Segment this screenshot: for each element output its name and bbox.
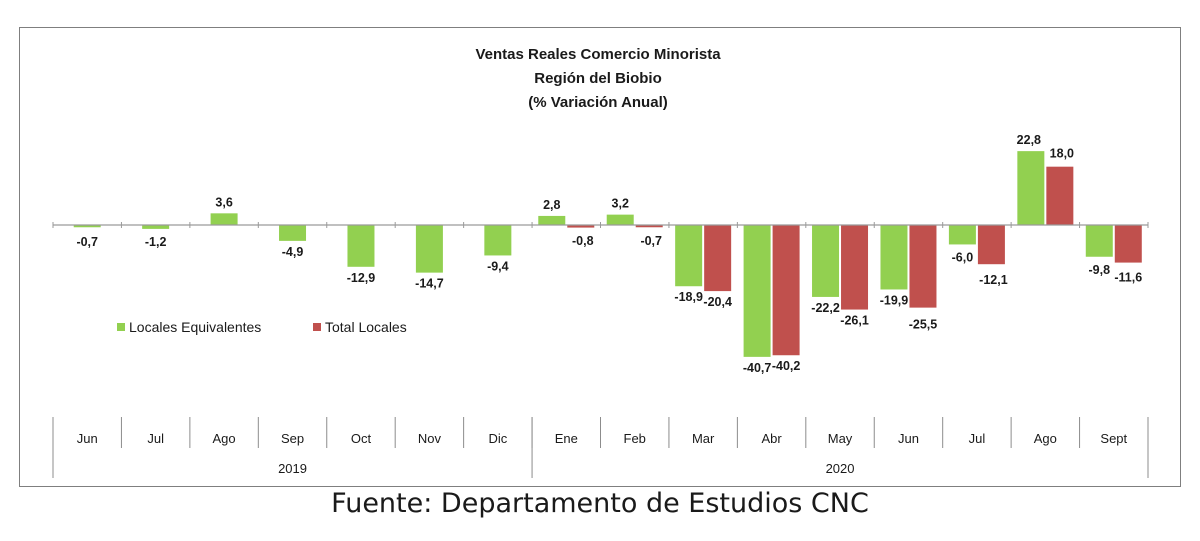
bar-total-locales bbox=[772, 225, 800, 356]
data-label-locales-equivalentes: 22,8 bbox=[1017, 133, 1041, 147]
bar-total-locales bbox=[977, 225, 1005, 265]
data-label-locales-equivalentes: -6,0 bbox=[952, 250, 974, 264]
legend: Locales Equivalentes Total Locales bbox=[117, 319, 407, 335]
bar-locales-equivalentes bbox=[347, 225, 375, 267]
category-label: Jun bbox=[77, 431, 98, 446]
data-label-locales-equivalentes: -9,8 bbox=[1089, 263, 1111, 277]
data-label-total-locales: -26,1 bbox=[840, 314, 869, 328]
data-label-locales-equivalentes: -40,7 bbox=[743, 361, 772, 375]
data-label-total-locales: -25,5 bbox=[909, 318, 938, 332]
bar-total-locales bbox=[635, 225, 663, 228]
category-label: Dic bbox=[488, 431, 507, 446]
data-label-total-locales: -0,7 bbox=[640, 234, 662, 248]
bar-locales-equivalentes bbox=[142, 225, 170, 229]
bar-locales-equivalentes bbox=[606, 214, 634, 225]
legend-swatch-total-locales bbox=[313, 323, 321, 331]
category-label: Mar bbox=[692, 431, 715, 446]
bar-locales-equivalentes bbox=[1017, 151, 1045, 225]
data-label-total-locales: 18,0 bbox=[1050, 147, 1074, 161]
category-label: Oct bbox=[351, 431, 372, 446]
category-label: Ene bbox=[555, 431, 578, 446]
data-label-locales-equivalentes: -22,2 bbox=[811, 301, 840, 315]
bar-total-locales bbox=[909, 225, 937, 308]
data-label-locales-equivalentes: -1,2 bbox=[145, 235, 167, 249]
category-label: Jul bbox=[969, 431, 986, 446]
bar-total-locales bbox=[1114, 225, 1142, 263]
bar-chart: Ventas Reales Comercio Minorista Región d… bbox=[52, 46, 1149, 478]
data-label-total-locales: -0,8 bbox=[572, 234, 594, 248]
legend-label-total-locales: Total Locales bbox=[325, 319, 407, 335]
data-label-locales-equivalentes: -4,9 bbox=[282, 245, 304, 259]
data-label-total-locales: -11,6 bbox=[1114, 271, 1142, 285]
bar-locales-equivalentes bbox=[415, 225, 443, 273]
data-label-locales-equivalentes: 2,8 bbox=[543, 198, 560, 212]
bar-locales-equivalentes bbox=[812, 225, 840, 297]
bar-total-locales bbox=[841, 225, 869, 310]
category-label: Abr bbox=[761, 431, 782, 446]
category-axis: Jun Jul Ago Sep Oct Nov Dic Ene Feb Mar Abr May Jun J… bbox=[52, 222, 1149, 478]
legend-label-locales-equivalentes: Locales Equivalentes bbox=[129, 319, 261, 335]
data-label-locales-equivalentes: -18,9 bbox=[674, 290, 703, 304]
data-label-locales-equivalentes: -12,9 bbox=[347, 271, 376, 285]
category-label: Jul bbox=[147, 431, 164, 446]
bar-locales-equivalentes bbox=[484, 225, 512, 256]
bar-locales-equivalentes bbox=[73, 225, 101, 228]
category-label: Nov bbox=[418, 431, 442, 446]
bar-locales-equivalentes bbox=[743, 225, 771, 357]
data-label-locales-equivalentes: 3,6 bbox=[215, 195, 232, 209]
bar-locales-equivalentes bbox=[279, 225, 307, 241]
bar-locales-equivalentes bbox=[538, 215, 566, 225]
category-label: Ago bbox=[213, 431, 236, 446]
category-label: Ago bbox=[1034, 431, 1057, 446]
category-label: Jun bbox=[898, 431, 919, 446]
bars bbox=[73, 151, 1142, 357]
data-label-locales-equivalentes: -14,7 bbox=[415, 277, 444, 291]
category-label: Feb bbox=[624, 431, 646, 446]
data-label-locales-equivalentes: -0,7 bbox=[76, 235, 98, 249]
source-note: Fuente: Departamento de Estudios CNC bbox=[331, 488, 869, 519]
data-label-locales-equivalentes: -9,4 bbox=[487, 259, 509, 273]
bar-locales-equivalentes bbox=[675, 225, 703, 287]
bar-total-locales bbox=[704, 225, 732, 292]
data-label-locales-equivalentes: 3,2 bbox=[612, 197, 629, 211]
chart-title-line: Región del Biobio bbox=[534, 70, 662, 87]
bar-locales-equivalentes bbox=[948, 225, 976, 245]
bar-locales-equivalentes bbox=[1085, 225, 1113, 257]
bar-total-locales bbox=[1046, 166, 1074, 225]
chart-title-line: Ventas Reales Comercio Minorista bbox=[475, 46, 721, 63]
bar-total-locales bbox=[567, 225, 595, 228]
bar-locales-equivalentes bbox=[880, 225, 908, 290]
group-label: 2020 bbox=[826, 461, 855, 476]
chart-title-line: (% Variación Anual) bbox=[528, 94, 667, 111]
data-label-total-locales: -20,4 bbox=[703, 295, 732, 309]
data-labels: -0,7 -1,2 3,6 -4,9 -12,9 -14,7 -9,4 2,8 -0,8 3,2 -… bbox=[76, 133, 1142, 375]
group-label: 2019 bbox=[278, 461, 307, 476]
bar-locales-equivalentes bbox=[210, 213, 238, 225]
data-label-total-locales: -12,1 bbox=[979, 273, 1008, 287]
legend-swatch-locales-equivalentes bbox=[117, 323, 125, 331]
category-label: May bbox=[828, 431, 853, 446]
data-label-total-locales: -40,2 bbox=[772, 359, 801, 373]
category-label: Sep bbox=[281, 431, 304, 446]
chart-frame: Ventas Reales Comercio Minorista Región d… bbox=[19, 27, 1181, 487]
category-label: Sept bbox=[1100, 431, 1127, 446]
data-label-locales-equivalentes: -19,9 bbox=[880, 293, 909, 307]
chart-title: Ventas Reales Comercio Minorista Región d… bbox=[475, 46, 721, 111]
